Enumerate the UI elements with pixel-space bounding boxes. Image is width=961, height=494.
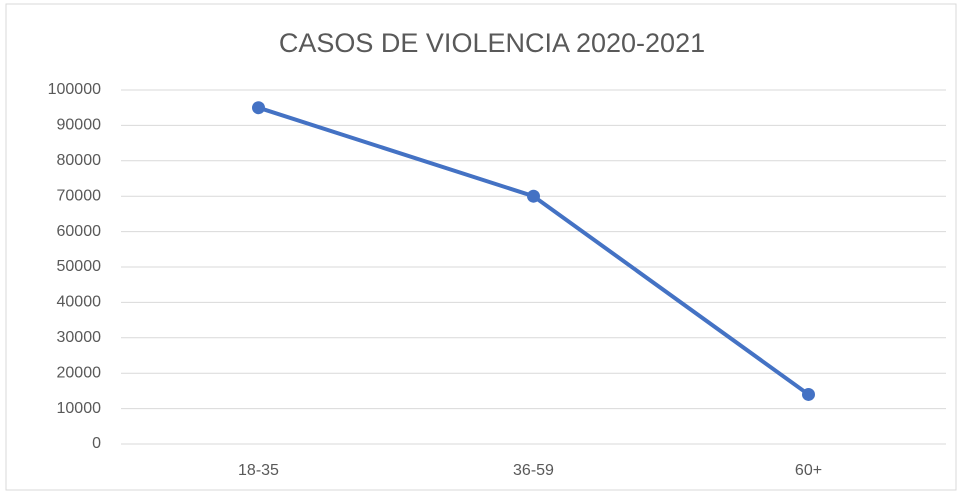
data-point xyxy=(252,101,265,115)
y-tick-label: 100000 xyxy=(48,81,101,98)
chart-title: CASOS DE VIOLENCIA 2020-2021 xyxy=(279,28,705,58)
x-tick-label: 18-35 xyxy=(238,462,279,479)
y-tick-label: 10000 xyxy=(57,400,102,417)
y-tick-label: 90000 xyxy=(57,117,102,134)
y-tick-label: 70000 xyxy=(57,187,102,204)
y-tick-label: 40000 xyxy=(57,294,102,311)
y-tick-label: 30000 xyxy=(57,329,102,346)
data-point xyxy=(802,387,815,401)
y-tick-label: 60000 xyxy=(57,223,102,240)
y-tick-label: 50000 xyxy=(57,258,102,275)
y-tick-label: 0 xyxy=(92,435,101,452)
chart-border xyxy=(5,3,957,491)
x-tick-label: 36-59 xyxy=(513,462,554,479)
y-tick-label: 20000 xyxy=(57,364,102,381)
data-point xyxy=(527,189,540,203)
x-tick-label: 60+ xyxy=(795,462,822,479)
y-tick-label: 80000 xyxy=(57,152,102,169)
